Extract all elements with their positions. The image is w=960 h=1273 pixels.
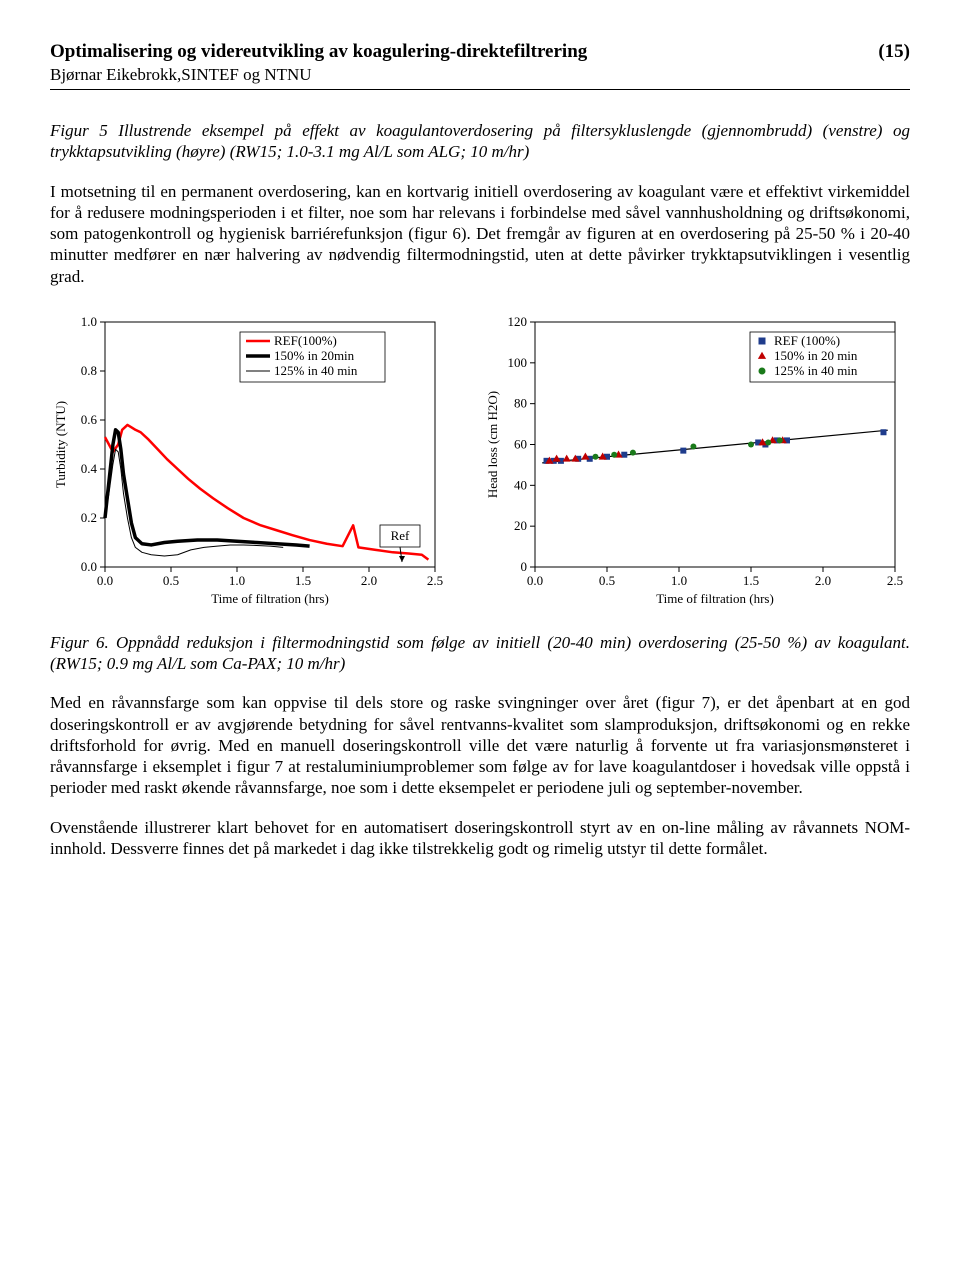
- figure6-text: Oppnådd reduksjon i filtermodningstid so…: [50, 633, 910, 673]
- paragraph-3: Ovenstående illustrerer klart behovet fo…: [50, 817, 910, 860]
- svg-text:150% in 20 min: 150% in 20 min: [774, 348, 858, 363]
- figure6-caption: Figur 6. Oppnådd reduksjon i filtermodni…: [50, 632, 910, 675]
- svg-text:0.2: 0.2: [81, 510, 97, 525]
- svg-text:20: 20: [514, 518, 527, 533]
- svg-text:0.5: 0.5: [599, 573, 615, 588]
- page-number: (15): [878, 40, 910, 64]
- figure6-label: Figur 6.: [50, 633, 109, 652]
- svg-text:100: 100: [508, 355, 528, 370]
- svg-text:1.5: 1.5: [295, 573, 311, 588]
- svg-text:120: 120: [508, 314, 528, 329]
- svg-text:1.0: 1.0: [671, 573, 687, 588]
- svg-text:1.0: 1.0: [81, 314, 97, 329]
- headloss-chart: 0.0 0.5 1.0 1.5 2.0 2.5 0 20 40 60 80 100 120 Time of…: [480, 307, 910, 607]
- svg-text:2.5: 2.5: [887, 573, 903, 588]
- figure5-caption: Figur 5 Illustrende eksempel på effekt a…: [50, 120, 910, 163]
- doc-title: Optimalisering og videreutvikling av koa…: [50, 40, 587, 64]
- turbidity-chart: 0.0 0.5 1.0 1.5 2.0 2.5 0.0 0.2 0.4 0.6 0.8 1.0 Time…: [50, 307, 450, 607]
- svg-text:40: 40: [514, 477, 527, 492]
- svg-text:2.0: 2.0: [815, 573, 831, 588]
- svg-text:0.5: 0.5: [163, 573, 179, 588]
- svg-text:0.8: 0.8: [81, 363, 97, 378]
- paragraph-2: Med en råvannsfarge som kan oppvise til …: [50, 692, 910, 798]
- svg-text:0.0: 0.0: [81, 559, 97, 574]
- svg-text:125% in 40 min: 125% in 40 min: [774, 363, 858, 378]
- svg-text:Ref: Ref: [391, 528, 410, 543]
- svg-text:150% in 20min: 150% in 20min: [274, 348, 355, 363]
- svg-text:Time of filtration (hrs): Time of filtration (hrs): [211, 591, 329, 606]
- doc-author: Bjørnar Eikebrokk,SINTEF og NTNU: [50, 64, 910, 85]
- svg-text:0.6: 0.6: [81, 412, 98, 427]
- svg-text:Time of filtration (hrs): Time of filtration (hrs): [656, 591, 774, 606]
- svg-text:2.5: 2.5: [427, 573, 443, 588]
- svg-text:REF(100%): REF(100%): [274, 333, 337, 348]
- svg-text:125% in 40 min: 125% in 40 min: [274, 363, 358, 378]
- svg-text:Turbidity (NTU): Turbidity (NTU): [53, 401, 68, 488]
- svg-text:2.0: 2.0: [361, 573, 377, 588]
- svg-text:80: 80: [514, 395, 527, 410]
- svg-text:REF (100%): REF (100%): [774, 333, 840, 348]
- svg-text:1.0: 1.0: [229, 573, 245, 588]
- svg-text:0.0: 0.0: [97, 573, 113, 588]
- page-header: Optimalisering og videreutvikling av koa…: [50, 40, 910, 90]
- svg-text:0: 0: [521, 559, 528, 574]
- svg-text:1.5: 1.5: [743, 573, 759, 588]
- svg-text:Head loss (cm H2O): Head loss (cm H2O): [485, 391, 500, 498]
- svg-text:0.0: 0.0: [527, 573, 543, 588]
- svg-text:0.4: 0.4: [81, 461, 98, 476]
- paragraph-1: I motsetning til en permanent overdoseri…: [50, 181, 910, 287]
- svg-text:60: 60: [514, 436, 527, 451]
- figure6-charts: 0.0 0.5 1.0 1.5 2.0 2.5 0.0 0.2 0.4 0.6 0.8 1.0 Time…: [50, 307, 910, 607]
